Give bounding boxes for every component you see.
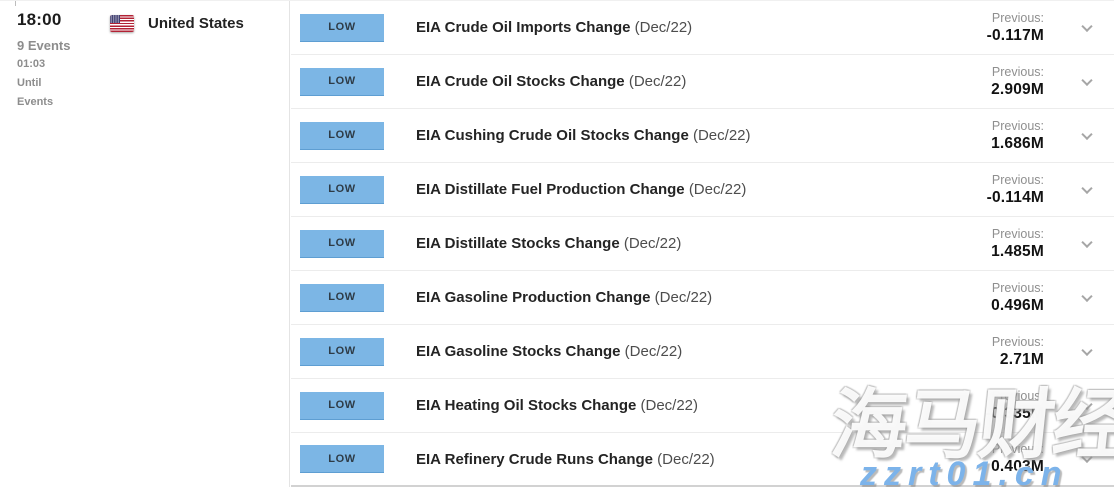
event-title-name: EIA Gasoline Stocks Change xyxy=(416,343,621,360)
previous-block: Previous: 1.485M xyxy=(991,227,1044,261)
previous-block: Previous: 0.496M xyxy=(991,281,1044,315)
impact-badge: LOW xyxy=(300,283,384,312)
impact-badge: LOW xyxy=(300,13,384,42)
chevron-down-icon[interactable] xyxy=(1081,20,1093,32)
previous-value: 1.686M xyxy=(991,134,1044,152)
event-title-name: EIA Distillate Fuel Production Change xyxy=(416,181,685,198)
event-row[interactable]: LOW EIA Crude Oil Imports Change (Dec/22… xyxy=(291,1,1114,55)
previous-block: Previous: 2.909M xyxy=(991,65,1044,99)
event-title: EIA Crude Oil Imports Change (Dec/22) xyxy=(416,19,692,36)
event-title: EIA Gasoline Production Change (Dec/22) xyxy=(416,289,712,306)
previous-label: Previous: xyxy=(991,64,1044,79)
impact-badge: LOW xyxy=(300,445,384,473)
previous-label: Previous: xyxy=(991,118,1044,133)
event-title: EIA Distillate Fuel Production Change (D… xyxy=(416,181,746,198)
until-label: Until xyxy=(17,77,42,89)
time-sidebar: 18:00 9 Events 01:03 Until Events United… xyxy=(0,1,290,487)
impact-badge: LOW xyxy=(300,337,384,366)
events-label: Events xyxy=(17,96,54,108)
event-period: (Dec/22) xyxy=(623,235,682,252)
previous-label: Previous: xyxy=(991,280,1044,295)
chevron-down-icon[interactable] xyxy=(1081,236,1093,248)
previous-value: -0.117M xyxy=(986,26,1044,44)
previous-block: Previous: 1.686M xyxy=(991,119,1044,153)
previous-block: Previous: -0.114M xyxy=(987,173,1044,207)
event-title: EIA Distillate Stocks Change (Dec/22) xyxy=(416,235,681,252)
event-title-name: EIA Distillate Stocks Change xyxy=(416,235,620,252)
event-title-name: EIA Crude Oil Stocks Change xyxy=(416,73,625,90)
event-title-name: EIA Refinery Crude Runs Change xyxy=(416,450,653,468)
impact-badge: LOW xyxy=(300,67,384,96)
event-period: (Dec/22) xyxy=(628,73,687,90)
us-flag-icon xyxy=(110,15,134,32)
event-row[interactable]: LOW EIA Distillate Stocks Change (Dec/22… xyxy=(291,217,1114,271)
previous-label: Previous: xyxy=(991,388,1044,403)
event-row[interactable]: LOW EIA Crude Oil Stocks Change (Dec/22)… xyxy=(291,55,1114,109)
previous-label: Previous: xyxy=(991,172,1044,187)
chevron-down-icon[interactable] xyxy=(1081,74,1093,86)
previous-label: Previous: xyxy=(991,442,1044,456)
previous-label: Previous: xyxy=(991,334,1044,349)
chevron-down-icon[interactable] xyxy=(1081,451,1093,464)
time-block: 18:00 9 Events 01:03 Until Events xyxy=(17,10,70,110)
event-title: EIA Heating Oil Stocks Change (Dec/22) xyxy=(416,397,698,414)
impact-badge: LOW xyxy=(300,175,384,204)
event-row[interactable]: LOW EIA Refinery Crude Runs Change (Dec/… xyxy=(291,433,1114,487)
previous-label: Previous: xyxy=(991,10,1044,25)
previous-value: 2.909M xyxy=(991,80,1044,98)
previous-value: 0.496M xyxy=(991,296,1044,314)
event-period: (Dec/22) xyxy=(654,289,713,306)
country-name: United States xyxy=(148,15,244,32)
chevron-down-icon[interactable] xyxy=(1081,344,1093,356)
chevron-down-icon[interactable] xyxy=(1081,128,1093,140)
impact-badge: LOW xyxy=(300,229,384,258)
event-title: EIA Crude Oil Stocks Change (Dec/22) xyxy=(416,73,686,90)
country-header: United States xyxy=(110,15,244,32)
previous-value: -0.335M xyxy=(985,404,1044,422)
event-time: 18:00 xyxy=(17,10,62,29)
event-period: (Dec/22) xyxy=(624,343,683,360)
previous-label: Previous: xyxy=(991,226,1044,241)
event-row[interactable]: LOW EIA Cushing Crude Oil Stocks Change … xyxy=(291,109,1114,163)
chevron-down-icon[interactable] xyxy=(1081,182,1093,194)
previous-block: Previous: 0.403M xyxy=(991,442,1044,476)
impact-badge: LOW xyxy=(300,391,384,420)
event-row[interactable]: LOW EIA Gasoline Production Change (Dec/… xyxy=(291,271,1114,325)
event-period: (Dec/22) xyxy=(657,450,715,468)
event-row[interactable]: LOW EIA Distillate Fuel Production Chang… xyxy=(291,163,1114,217)
event-title: EIA Gasoline Stocks Change (Dec/22) xyxy=(416,343,682,360)
event-title-name: EIA Crude Oil Imports Change xyxy=(416,19,631,36)
previous-value: 2.71M xyxy=(999,350,1044,368)
event-title-name: EIA Heating Oil Stocks Change xyxy=(416,397,637,414)
event-period: (Dec/22) xyxy=(634,19,693,36)
event-list: LOW EIA Crude Oil Imports Change (Dec/22… xyxy=(291,1,1114,487)
event-row[interactable]: LOW EIA Gasoline Stocks Change (Dec/22) … xyxy=(291,325,1114,379)
event-period: (Dec/22) xyxy=(688,181,747,198)
previous-block: Previous: 2.71M xyxy=(992,335,1044,369)
chevron-down-icon[interactable] xyxy=(1081,290,1093,302)
previous-value: -0.114M xyxy=(986,188,1044,206)
event-period: (Dec/22) xyxy=(640,397,699,414)
event-title: EIA Cushing Crude Oil Stocks Change (Dec… xyxy=(416,127,751,144)
event-row[interactable]: LOW EIA Heating Oil Stocks Change (Dec/2… xyxy=(291,379,1114,433)
events-count: 9 Events xyxy=(17,38,71,53)
event-period: (Dec/22) xyxy=(692,127,751,144)
chevron-down-icon[interactable] xyxy=(1081,398,1093,410)
event-title-name: EIA Cushing Crude Oil Stocks Change xyxy=(416,127,689,144)
countdown-timer: 01:03 xyxy=(17,58,46,70)
event-title-name: EIA Gasoline Production Change xyxy=(416,289,651,306)
impact-badge: LOW xyxy=(300,121,384,150)
previous-value: 0.403M xyxy=(991,458,1044,475)
previous-block: Previous: -0.335M xyxy=(986,389,1044,423)
timeline-tick xyxy=(15,1,16,6)
event-title: EIA Refinery Crude Runs Change (Dec/22) xyxy=(416,451,715,468)
previous-block: Previous: -0.117M xyxy=(987,11,1044,45)
previous-value: 1.485M xyxy=(991,242,1044,260)
